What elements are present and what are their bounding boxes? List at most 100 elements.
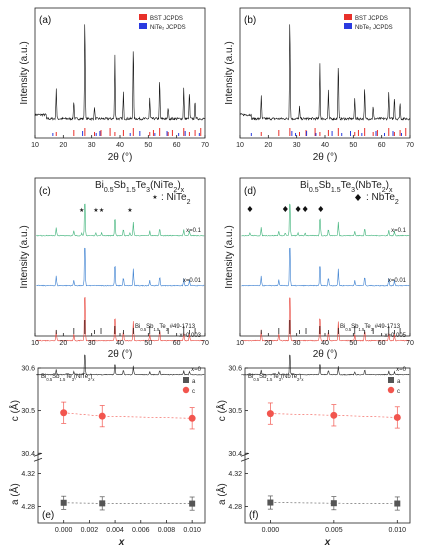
c-trend-line [270,413,398,418]
impurity-star-marker: ★ [93,207,98,214]
impurity-diamond-marker [318,206,324,212]
series-label: x=0.01 [388,278,407,284]
x-axis-label: 2θ (°) [108,152,133,163]
x-tick-label: 50 [349,142,357,149]
y-tick-label: 30.6 [21,366,35,373]
a-point [189,500,196,507]
x-axis-label: x [324,537,331,548]
x-tick-label: 30 [88,142,96,149]
x-tick-label: 30 [293,340,301,347]
c-point [60,409,68,417]
x-tick-label: 70 [406,142,414,149]
marker-legend: : NbTe2 [366,192,399,206]
axis-break-mark [33,457,43,462]
axis-break-mark [33,452,43,457]
y-tick-label: 4.28 [21,504,35,511]
stack-panel-c: x=0.1 x=0.01 x=0.003 x=0 Bi0.5Sb1.5Te3 #49-1… [19,177,209,376]
x-tick-label: 20 [264,142,272,149]
legend-swatch [344,23,352,29]
legend-entry: NiTe₂ JCPDS [150,25,186,31]
y-axis-label: Intensity (a.u.) [224,225,235,288]
series-label: x=0.003 [179,333,201,339]
y-axis-label: Intensity (a.u.) [19,41,30,104]
c-point [330,411,338,419]
series-line [241,203,410,237]
c-point [266,410,274,418]
legend-entry: a [397,379,401,385]
lattice-panel-e: 30.4 30.5 30.6 4.28 4.32 0.000 0.002 0.004 0.006… [8,366,206,548]
impurity-diamond-marker [247,206,253,212]
panel-label: (e) [42,510,54,521]
xrd-pattern [239,24,410,121]
legend-entry: a [192,379,196,385]
impurity-diamond-marker [302,206,308,212]
a-point [60,499,67,506]
x-tick-label: 60 [378,340,386,347]
y-tick-label: 4.32 [21,471,35,478]
y-tick-label: 30.5 [228,408,242,415]
y-tick-label: 4.32 [228,471,242,478]
legend-circle-icon [387,386,395,394]
xrd-panel-b: 10 20 30 40 50 60 70 2θ (°) Intensity (a.u.) (b) B… [224,7,414,163]
series-line [36,354,205,376]
legend-entry: c [192,389,195,395]
x-tick-label: 0.010 [389,527,407,534]
y-tick-label: 30.4 [228,451,242,458]
series-line [36,247,205,287]
legend-swatch [344,14,352,20]
x-tick-label: 30 [88,340,96,347]
legend-entry: c [397,389,400,395]
axis-break-mark [240,452,250,457]
a-trend-line [63,502,193,504]
y-tick-label: 4.28 [228,504,242,511]
impurity-star-marker: ★ [99,207,104,214]
stack-panel-d: x=0.1 x=0.01 x=0.005 x=0 Bi0.5Sb1.5Te3 #49-1… [224,177,414,376]
legend-entry: NbTe₂ JCPDS [355,25,393,31]
impurity-diamond-marker [282,206,288,212]
chart-title: Bi0.5Sb1.5Te3(NiTe2)x [41,374,95,382]
x-tick-label: 30 [293,142,301,149]
x-tick-label: 50 [349,340,357,347]
x-tick-label: 20 [59,340,67,347]
x-tick-label: 60 [173,340,181,347]
xrd-panel-a: 10 20 30 40 50 60 70 2θ (°) Intensity (a.u.) (a) B… [19,7,209,163]
impurity-star-marker: ★ [79,207,84,214]
series-line [36,296,205,342]
plot-frame [37,367,206,524]
a-point [99,500,106,507]
x-tick-label: 70 [201,142,209,149]
panel-label: (a) [39,15,51,26]
x-tick-label: 0.004 [106,527,124,534]
y-axis-label-bottom: a (Å) [215,483,228,505]
axis-break-mark [240,457,250,462]
a-trend-line [270,502,398,504]
legend-square-icon [388,377,394,383]
x-axis-label: 2θ (°) [108,349,133,360]
a-point [394,500,401,507]
series-label: x=0 [396,367,407,373]
x-tick-label: 40 [321,142,329,149]
series-line [36,203,205,237]
c-point [188,414,196,422]
series-label: x=0.01 [183,278,202,284]
legend-swatch [139,14,147,20]
series-line [241,297,410,342]
x-axis-label: x [118,537,125,548]
legend-diamond-icon [355,194,361,201]
y-tick-label: 30.6 [228,366,242,373]
panel-label: (c) [39,186,51,197]
lattice-panel-f: 30.4 30.5 30.6 4.28 4.32 0.000 0.005 0.010 ac Bi0… [215,366,411,548]
y-axis-label-bottom: a (Å) [8,483,21,505]
x-tick-label: 0.006 [132,527,150,534]
y-axis-label: Intensity (a.u.) [19,225,30,288]
legend-entry: BST JCPDS [355,16,388,22]
series-line [241,247,410,287]
x-axis-label: 2θ (°) [313,152,338,163]
series-label: x=0.1 [391,228,407,234]
legend-circle-icon [182,386,190,394]
x-tick-label: 50 [144,142,152,149]
panel-label: (b) [244,15,256,26]
series-label: x=0 [191,367,202,373]
x-tick-label: 40 [321,340,329,347]
